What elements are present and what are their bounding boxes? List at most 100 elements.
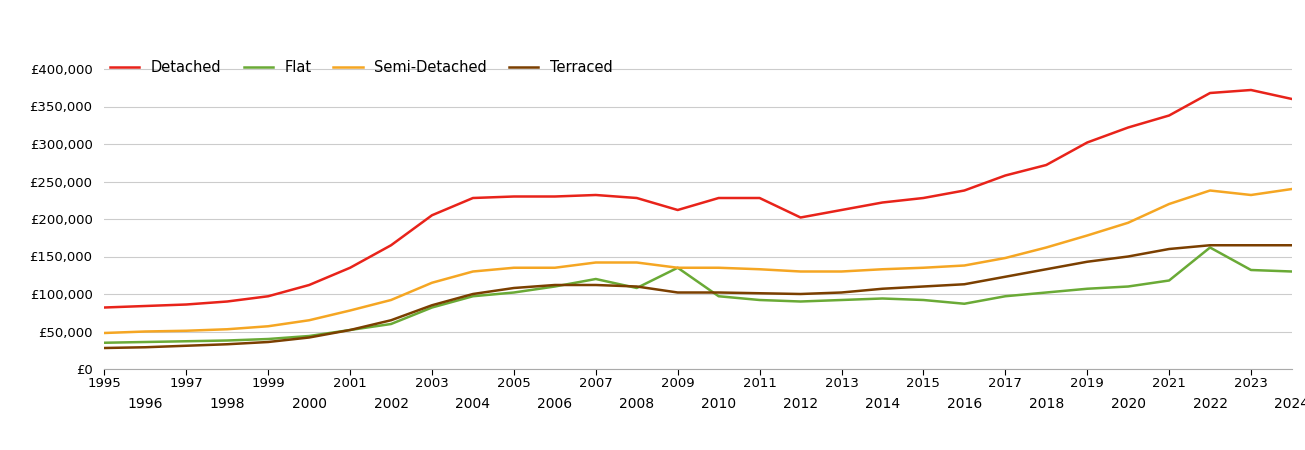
Line: Detached: Detached [104,90,1292,307]
Flat [1039,290,1054,295]
Detached [792,215,808,220]
Semi-Detached [957,263,972,268]
Flat [424,305,440,310]
Flat [547,284,562,289]
Semi-Detached [752,266,767,272]
Terraced [916,284,932,289]
Detached [179,302,194,307]
Flat [1079,286,1095,292]
Semi-Detached [1120,220,1135,225]
Semi-Detached [261,324,277,329]
Detached [384,243,399,248]
Semi-Detached [874,266,890,272]
Line: Terraced: Terraced [104,245,1292,348]
Terraced [792,291,808,297]
Flat [916,297,932,303]
Terraced [301,335,317,340]
Detached [997,173,1013,178]
Terraced [506,285,522,291]
Semi-Detached [137,329,153,334]
Terraced [1202,243,1218,248]
Flat [874,296,890,301]
Detached [669,207,685,213]
Flat [752,297,767,303]
Terraced [547,282,562,288]
Detached [1284,96,1300,102]
Terraced [997,274,1013,279]
Semi-Detached [506,265,522,270]
Terraced [669,290,685,295]
Terraced [629,284,645,289]
Terraced [1039,266,1054,272]
Terraced [1284,243,1300,248]
Terraced [1079,259,1095,265]
Flat [384,321,399,327]
Detached [1079,140,1095,145]
Semi-Detached [301,318,317,323]
Detached [1120,125,1135,130]
Detached [97,305,112,310]
Detached [342,265,358,270]
Flat [506,290,522,295]
Flat [137,339,153,345]
Semi-Detached [629,260,645,265]
Detached [957,188,972,193]
Terraced [384,318,399,323]
Semi-Detached [997,255,1013,261]
Detached [1202,90,1218,96]
Flat [834,297,850,303]
Flat [792,299,808,304]
Terraced [957,282,972,287]
Flat [997,293,1013,299]
Flat [342,327,358,333]
Detached [874,200,890,205]
Flat [1202,245,1218,250]
Flat [97,340,112,346]
Detached [589,192,604,198]
Semi-Detached [916,265,932,270]
Semi-Detached [219,327,235,332]
Terraced [834,290,850,295]
Flat [1244,267,1259,273]
Terraced [711,290,727,295]
Terraced [179,343,194,348]
Terraced [219,342,235,347]
Terraced [97,345,112,351]
Semi-Detached [1284,186,1300,192]
Flat [589,276,604,282]
Flat [957,301,972,306]
Detached [629,195,645,201]
Flat [629,285,645,291]
Flat [301,333,317,339]
Flat [179,338,194,344]
Semi-Detached [1039,245,1054,250]
Legend: Detached, Flat, Semi-Detached, Terraced: Detached, Flat, Semi-Detached, Terraced [104,54,619,81]
Detached [916,195,932,201]
Detached [301,282,317,288]
Semi-Detached [1244,192,1259,198]
Terraced [1161,246,1177,252]
Semi-Detached [792,269,808,274]
Detached [137,303,153,309]
Detached [219,299,235,304]
Detached [834,207,850,213]
Flat [219,338,235,343]
Line: Flat: Flat [104,248,1292,343]
Semi-Detached [834,269,850,274]
Terraced [589,282,604,288]
Semi-Detached [342,308,358,313]
Terraced [752,291,767,296]
Semi-Detached [547,265,562,270]
Flat [711,293,727,299]
Semi-Detached [711,265,727,270]
Terraced [874,286,890,292]
Detached [711,195,727,201]
Semi-Detached [97,330,112,336]
Terraced [465,291,480,297]
Terraced [1120,254,1135,259]
Flat [261,336,277,342]
Terraced [261,339,277,345]
Detached [506,194,522,199]
Semi-Detached [465,269,480,274]
Terraced [424,302,440,308]
